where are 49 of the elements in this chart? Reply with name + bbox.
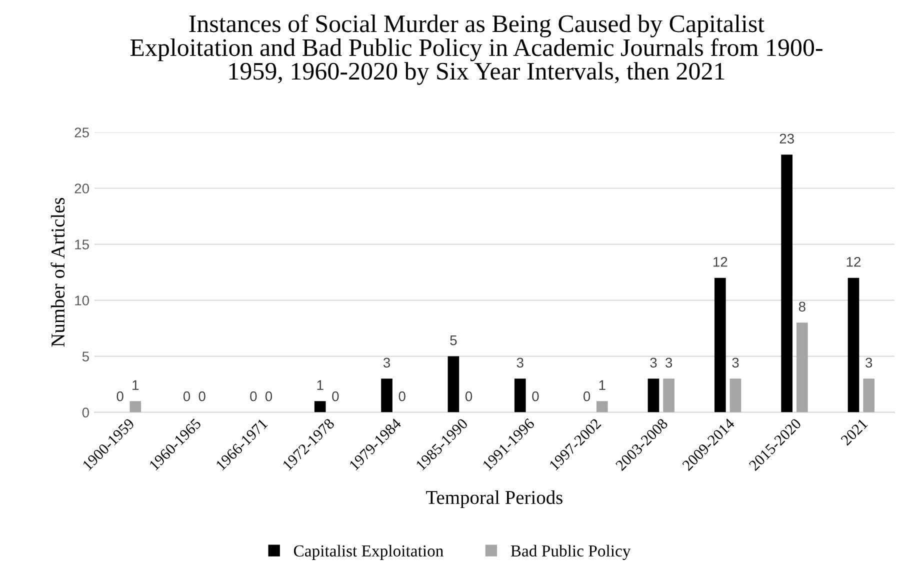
data-label: 0 bbox=[532, 391, 539, 402]
data-label: 0 bbox=[398, 391, 406, 402]
data-label: 3 bbox=[516, 358, 524, 368]
bar bbox=[781, 154, 792, 412]
y-tick-label: 0 bbox=[82, 408, 89, 418]
data-label: 0 bbox=[198, 391, 206, 402]
bar bbox=[648, 378, 660, 412]
data-label: 0 bbox=[183, 391, 190, 402]
bar bbox=[514, 378, 526, 412]
data-label: 0 bbox=[332, 391, 339, 402]
y-tick-label: 20 bbox=[74, 184, 89, 194]
data-label: 3 bbox=[383, 358, 390, 368]
data-label: 5 bbox=[450, 336, 457, 346]
bar bbox=[663, 378, 674, 412]
data-label: 23 bbox=[780, 134, 794, 144]
legend-label: Capitalist Exploitation bbox=[294, 544, 444, 560]
data-label: 0 bbox=[250, 391, 257, 402]
data-label: 0 bbox=[265, 391, 272, 402]
x-axis-title: Temporal Periods bbox=[426, 490, 562, 508]
bar bbox=[796, 322, 808, 412]
y-tick-label: 10 bbox=[75, 296, 89, 306]
chart-title: Instances of Social Murder as Being Caused by Capitalist Exploitation and Bad Public Policy in Academic Journals from 1900- 1959, 1960-2020 by Six Year Intervals, then 2021 bbox=[130, 14, 822, 85]
data-label: 0 bbox=[116, 391, 124, 402]
data-label: 3 bbox=[665, 358, 672, 368]
bar bbox=[848, 278, 860, 412]
y-tick-label: 25 bbox=[74, 128, 89, 138]
data-label: 1 bbox=[317, 380, 324, 390]
bar bbox=[130, 401, 142, 412]
data-label: 12 bbox=[713, 256, 728, 267]
data-label: 8 bbox=[798, 302, 806, 312]
data-label: 0 bbox=[465, 391, 472, 402]
data-label: 0 bbox=[583, 391, 590, 402]
bar bbox=[381, 378, 392, 412]
data-label: 3 bbox=[732, 358, 739, 368]
y-tick-label: 15 bbox=[75, 240, 89, 250]
bar bbox=[714, 278, 726, 412]
data-label: 3 bbox=[650, 358, 657, 368]
data-label: 3 bbox=[866, 358, 872, 368]
y-axis-title: Number of Articles bbox=[50, 198, 65, 347]
data-label: 1 bbox=[599, 380, 606, 390]
bar bbox=[448, 356, 460, 412]
bar bbox=[314, 401, 326, 412]
bar bbox=[863, 378, 874, 412]
bar bbox=[730, 378, 742, 412]
data-label: 12 bbox=[846, 256, 861, 267]
data-label: 1 bbox=[132, 380, 139, 390]
y-tick-label: 5 bbox=[82, 352, 89, 362]
legend-label: Bad Public Policy bbox=[510, 544, 631, 560]
bar bbox=[596, 401, 608, 412]
